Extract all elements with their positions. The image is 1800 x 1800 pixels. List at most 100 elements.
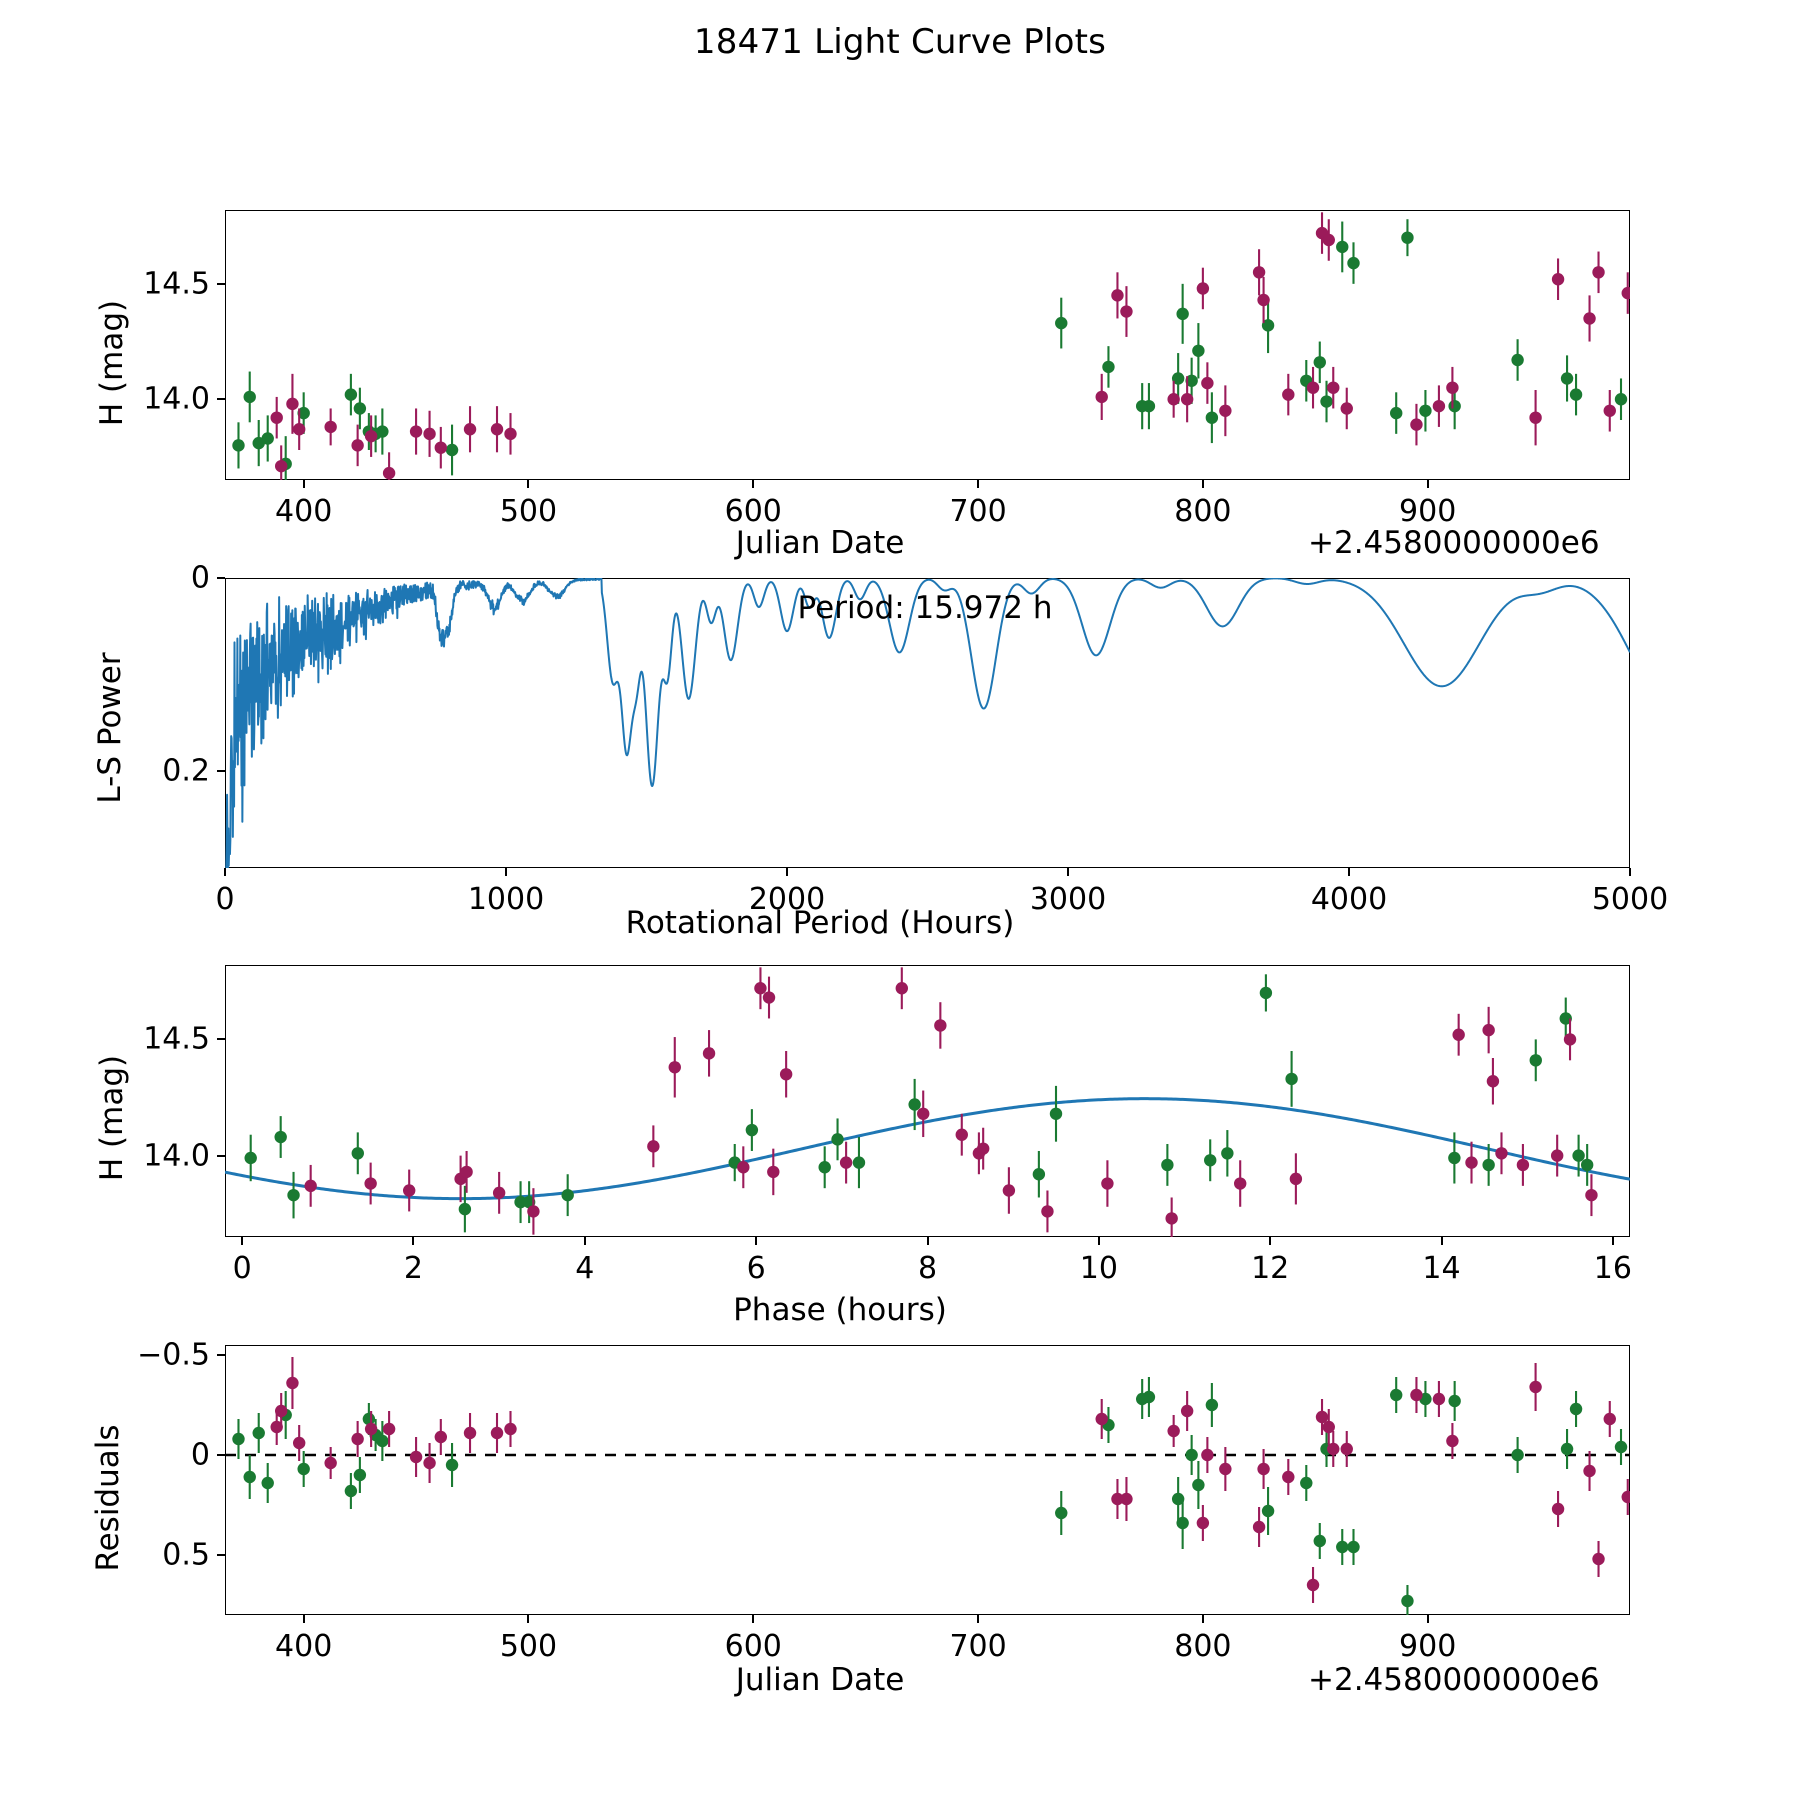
periodogram-title: Period: 15.972 h [797,590,1053,626]
x-tick-label: 1000 [467,882,545,917]
x-tick-label: 800 [1174,1629,1232,1664]
x-tick-label: 2 [403,1251,424,1286]
series-green-filter [244,974,1594,1233]
y-tick-label: 14.0 [143,1138,210,1174]
x-tickmark [1440,1237,1443,1245]
x-tickmark [977,480,980,488]
x-tick-label: 6 [746,1251,766,1286]
x-tick-label: 700 [949,494,1007,529]
x-tickmark [224,868,226,876]
x-tick-label: 500 [499,494,558,529]
x-tickmark [926,1237,929,1245]
x-tick-label: 4000 [1310,882,1388,917]
series-magenta-filter [270,1357,1630,1603]
x-tick-label: 12 [1251,1251,1290,1286]
phased-panel [217,965,1630,1245]
periodogram-plot-area [225,578,1630,868]
x-tick-label: 5000 [1591,882,1669,917]
residuals-offset-text: +2.4580000000e6 [1308,1662,1600,1698]
y-tickmark [217,1554,225,1556]
x-tickmark [786,868,788,876]
x-tickmark [1201,1615,1204,1623]
x-tickmark [752,480,755,488]
x-tick-label: 14 [1422,1251,1461,1286]
x-tick-label: 600 [724,494,782,529]
x-tickmark [1201,480,1204,488]
x-tick-label: 900 [1399,494,1457,529]
x-tick-label: 500 [499,1629,558,1664]
periodogram-xlabel: Rotational Period (Hours) [625,905,1015,941]
x-tickmark [1097,1237,1100,1245]
x-tickmark [977,1615,980,1623]
x-tick-label: 8 [917,1251,938,1286]
x-tick-label: 700 [949,1629,1007,1664]
x-tickmark [1269,1237,1272,1245]
lightcurve-axes-frame [225,210,1630,480]
residuals-panel [217,1345,1630,1623]
series-green-filter [232,1377,1628,1615]
x-tickmark [527,480,530,488]
y-tick-label: 0.2 [162,753,210,789]
y-tick-label: 0 [190,560,210,596]
x-tick-label: 2000 [748,882,826,917]
lightcurve-xlabel: Julian Date [735,525,905,561]
x-tick-label: 4 [575,1251,595,1286]
y-tickmark [217,770,225,773]
x-tickmark [302,1615,305,1623]
periodogram-axes-frame [225,578,1630,868]
x-tick-label: 600 [724,1629,782,1664]
x-tick-label: 3000 [1029,882,1107,917]
y-tickmark [217,1354,225,1356]
y-tick-label: −0.5 [137,1337,210,1373]
periodogram-ylabel: L-S Power [92,652,128,804]
x-tickmark [527,1615,530,1623]
x-tickmark [505,868,507,876]
y-tickmark [217,577,225,579]
y-tick-label: 0 [190,1437,210,1473]
series-green-filter [232,219,1628,480]
lightcurve-offset-text: +2.4580000000e6 [1308,525,1600,561]
x-tickmark [583,1237,586,1245]
y-tickmark [217,1454,225,1456]
x-tickmark [1067,868,1069,876]
x-tick-label: 0 [215,882,235,917]
x-tickmark [1629,868,1631,876]
y-tickmark [217,282,225,285]
series-magenta-filter [270,212,1630,480]
x-tick-label: 900 [1399,1629,1457,1664]
sinusoid-fit-line [225,1097,1630,1201]
x-tickmark [412,1237,415,1245]
x-tickmark [755,1237,758,1245]
x-tick-label: 400 [275,1629,333,1664]
y-tick-label: 14.5 [143,266,210,302]
residuals-xlabel: Julian Date [735,1662,905,1698]
x-tick-label: 0 [232,1251,252,1286]
x-tickmark [1426,480,1429,488]
x-tick-label: 10 [1079,1251,1118,1286]
page-title: 18471 Light Curve Plots [693,22,1107,62]
x-tick-label: 800 [1174,494,1232,529]
y-tick-label: 14.5 [143,1021,210,1057]
x-tickmark [1611,1237,1614,1245]
lightcurve-panel [217,210,1630,488]
y-tickmark [217,1154,225,1157]
x-tick-label: 400 [275,494,333,529]
x-tickmark [752,1615,755,1623]
phased-xlabel: Phase (hours) [733,1292,947,1328]
x-tick-label: 16 [1593,1251,1632,1286]
residuals-plot-area [225,1357,1630,1615]
x-tickmark [1348,868,1350,876]
x-tickmark [241,1237,244,1245]
y-tickmark [217,1038,225,1041]
periodogram-panel [217,577,1631,876]
lightcurve-plot-area [232,212,1630,480]
series-magenta-filter [304,967,1598,1237]
residuals-ylabel: Residuals [90,1424,126,1572]
y-tickmark [217,398,225,401]
phased-axes-frame [225,965,1630,1237]
phased-plot-area [225,967,1630,1237]
y-tick-label: 0.5 [162,1537,210,1573]
y-tick-label: 14.0 [143,381,210,417]
x-tickmark [302,480,305,488]
